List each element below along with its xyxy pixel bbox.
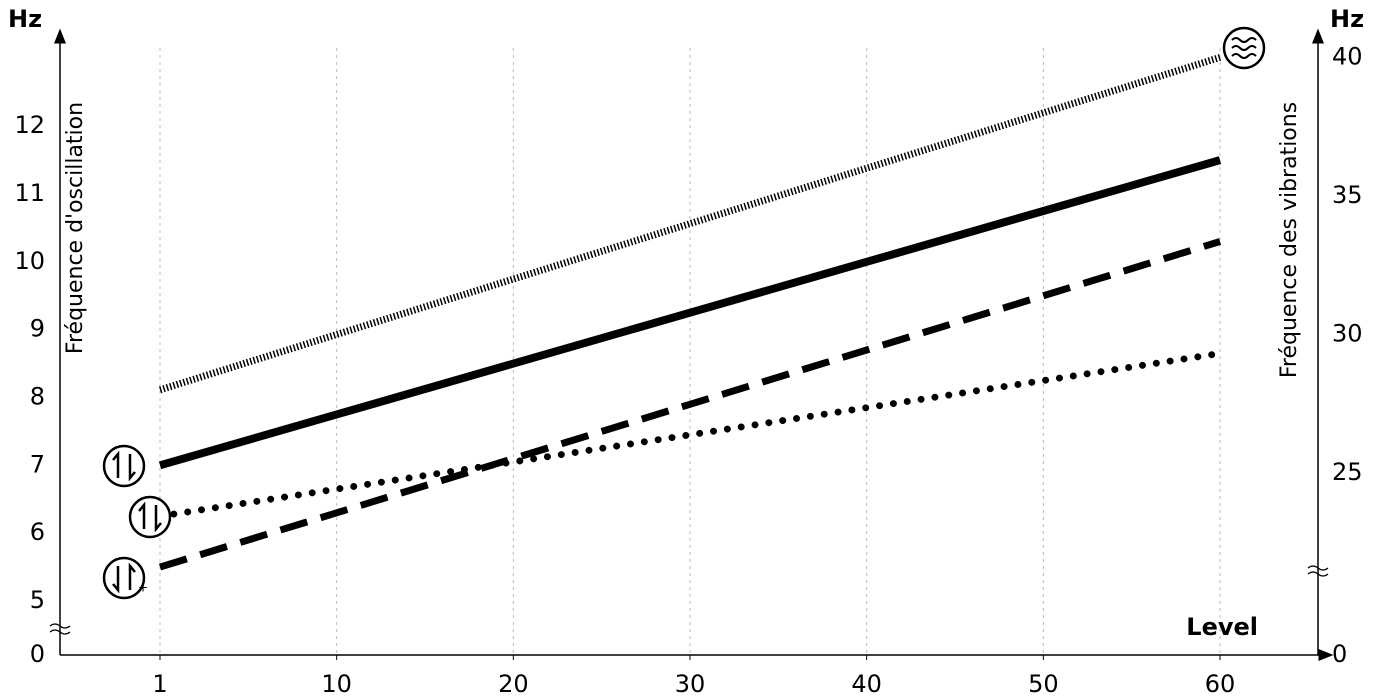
y-tick-label: 7	[30, 450, 45, 478]
x-tick-label: 10	[321, 670, 352, 698]
y2-tick-label: 35	[1332, 181, 1363, 209]
x-tick-label: 60	[1205, 670, 1236, 698]
x-label: Level	[1186, 613, 1258, 641]
x-tick-label: 1	[152, 670, 167, 698]
y-tick-label: 12	[14, 111, 45, 139]
y-tick-label: 11	[14, 179, 45, 207]
y-tick-label: 9	[30, 315, 45, 343]
y-label: Fréquence d'oscillation	[63, 102, 88, 354]
x-tick-label: 50	[1028, 670, 1059, 698]
svg-text:+: +	[138, 581, 148, 595]
x-tick-label: 40	[851, 670, 882, 698]
y2-tick-label: 30	[1332, 319, 1363, 347]
y-tick-label: 5	[30, 586, 45, 614]
series-line	[158, 156, 1222, 470]
y-tick-label: 10	[14, 247, 45, 275]
y-tick-label: 8	[30, 383, 45, 411]
x-tick-label: 20	[498, 670, 529, 698]
series-line	[158, 238, 1222, 571]
break-marks	[49, 565, 1329, 635]
x-tick-label: 30	[675, 670, 706, 698]
y2-tick-label: 40	[1332, 42, 1363, 70]
y2-tick-label: 25	[1332, 458, 1363, 486]
y-unit: Hz	[8, 5, 42, 33]
icons: +	[102, 26, 1266, 600]
y2-tick-label: 0	[1332, 640, 1347, 668]
y-tick-label: 6	[30, 518, 45, 546]
y2-label: Fréquence des vibrations	[1277, 102, 1302, 378]
series-line	[156, 349, 1224, 520]
y-tick-label: 0	[30, 640, 45, 668]
y2-unit: Hz	[1330, 5, 1364, 33]
